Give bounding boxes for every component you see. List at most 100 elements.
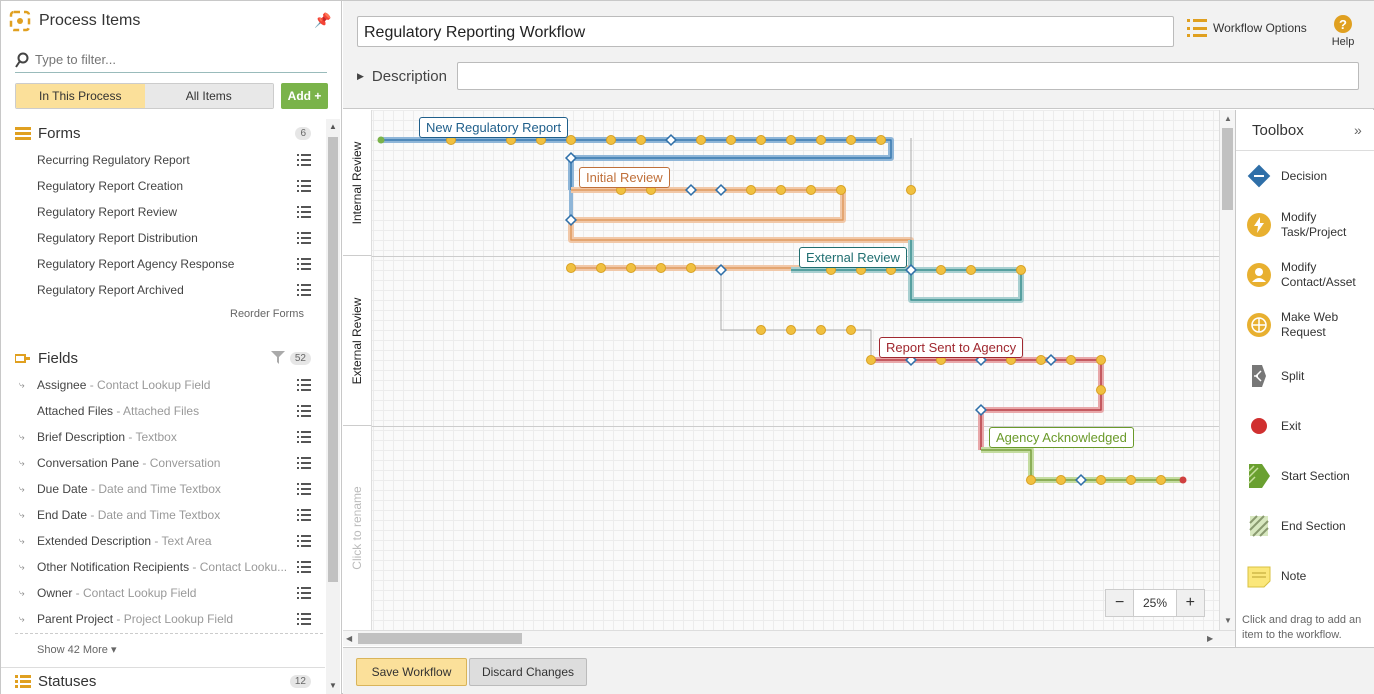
pin-icon[interactable]: 📌 <box>314 12 332 28</box>
action-node[interactable] <box>786 325 796 335</box>
action-node[interactable] <box>776 185 786 195</box>
action-node[interactable] <box>1096 385 1106 395</box>
action-node[interactable] <box>746 185 756 195</box>
details-list-icon[interactable] <box>297 232 311 244</box>
help-button[interactable]: ? Help <box>1325 15 1361 48</box>
tool-modify-task[interactable]: Modify Task/Project <box>1246 210 1374 240</box>
form-item[interactable]: Regulatory Report Review <box>17 201 311 223</box>
decision-node[interactable] <box>1044 353 1058 367</box>
action-node[interactable] <box>846 325 856 335</box>
forms-section-header[interactable]: Forms 6 <box>15 125 311 142</box>
details-list-icon[interactable] <box>297 509 311 521</box>
details-list-icon[interactable] <box>297 613 311 625</box>
action-node[interactable] <box>566 135 576 145</box>
form-item[interactable]: Regulatory Report Distribution <box>17 227 311 249</box>
decision-node[interactable] <box>714 263 728 277</box>
action-node[interactable] <box>756 325 766 335</box>
tool-note[interactable]: Note <box>1246 563 1374 589</box>
lane-external-review[interactable]: External Review <box>343 256 372 426</box>
field-item[interactable]: ⤷ Conversation Pane - Conversation <box>17 452 311 474</box>
statuses-section-header[interactable]: Statuses 12 <box>15 673 311 690</box>
action-node[interactable] <box>636 135 646 145</box>
action-node[interactable] <box>1036 355 1046 365</box>
tool-decision[interactable]: Decision <box>1246 163 1374 189</box>
workflow-options-button[interactable]: Workflow Options <box>1187 19 1307 37</box>
action-node[interactable] <box>846 135 856 145</box>
action-node[interactable] <box>566 263 576 273</box>
tool-split[interactable]: Split <box>1246 363 1374 389</box>
decision-node[interactable] <box>904 263 918 277</box>
filter-input[interactable] <box>35 52 315 67</box>
field-item[interactable]: ⤷ Extended Description - Text Area <box>17 530 311 552</box>
form-item[interactable]: Recurring Regulatory Report <box>17 149 311 171</box>
decision-node[interactable] <box>714 183 728 197</box>
scroll-left-icon[interactable]: ◀ <box>346 634 353 643</box>
details-list-icon[interactable] <box>297 483 311 495</box>
action-node[interactable] <box>1056 475 1066 485</box>
fields-section-header[interactable]: Fields 52 <box>15 350 311 367</box>
scroll-thumb[interactable] <box>328 137 338 582</box>
action-node[interactable] <box>1096 355 1106 365</box>
details-list-icon[interactable] <box>297 379 311 391</box>
section-label-report-sent-to-agency[interactable]: Report Sent to Agency <box>879 337 1024 358</box>
left-scrollbar[interactable]: ▲ ▼ <box>326 119 340 694</box>
action-node[interactable] <box>806 185 816 195</box>
details-list-icon[interactable] <box>297 457 311 469</box>
details-list-icon[interactable] <box>297 431 311 443</box>
description-toggle[interactable]: ▶ Description <box>357 68 447 85</box>
action-node[interactable] <box>1016 265 1026 275</box>
scroll-down-icon[interactable]: ▼ <box>329 681 337 690</box>
action-node[interactable] <box>816 325 826 335</box>
action-node[interactable] <box>656 263 666 273</box>
action-node[interactable] <box>1066 355 1076 365</box>
flow-nodes[interactable] <box>446 133 1166 487</box>
field-item[interactable]: ⤷ Parent Project - Project Lookup Field <box>17 608 311 630</box>
filter-icon[interactable] <box>271 351 285 367</box>
section-label-initial-review[interactable]: Initial Review <box>579 167 670 188</box>
scroll-thumb[interactable] <box>1222 128 1233 210</box>
field-item[interactable]: ⤷ Owner - Contact Lookup Field <box>17 582 311 604</box>
canvas-horizontal-scrollbar[interactable]: ◀ ▶ <box>343 630 1235 646</box>
decision-node[interactable] <box>974 403 988 417</box>
field-item[interactable]: ⤷ Assignee - Contact Lookup Field <box>17 374 311 396</box>
decision-node[interactable] <box>684 183 698 197</box>
action-node[interactable] <box>816 135 826 145</box>
description-input[interactable] <box>457 62 1359 90</box>
decision-node[interactable] <box>564 213 578 227</box>
lane-new[interactable]: Click to rename <box>343 426 372 630</box>
discard-changes-button[interactable]: Discard Changes <box>469 658 587 686</box>
action-node[interactable] <box>1126 475 1136 485</box>
section-label-new-regulatory-report[interactable]: New Regulatory Report <box>419 117 569 138</box>
action-node[interactable] <box>696 135 706 145</box>
field-item[interactable]: ⤷ Other Notification Recipients - Contact… <box>17 556 311 578</box>
canvas-vertical-scrollbar[interactable]: ▲ ▼ <box>1219 110 1235 630</box>
section-label-external-review[interactable]: External Review <box>799 247 907 268</box>
scroll-right-icon[interactable]: ▶ <box>1207 634 1214 643</box>
details-list-icon[interactable] <box>297 284 311 296</box>
action-node[interactable] <box>626 263 636 273</box>
action-node[interactable] <box>596 263 606 273</box>
action-node[interactable] <box>1096 475 1106 485</box>
action-node[interactable] <box>756 135 766 145</box>
save-workflow-button[interactable]: Save Workflow <box>356 658 467 686</box>
lane-internal-review[interactable]: Internal Review <box>343 110 372 256</box>
section-label-agency-acknowledged[interactable]: Agency Acknowledged <box>989 427 1134 448</box>
decision-node[interactable] <box>664 133 678 147</box>
scroll-thumb[interactable] <box>358 633 522 644</box>
tool-modify-contact[interactable]: Modify Contact/Asset <box>1246 260 1374 290</box>
scroll-up-icon[interactable]: ▲ <box>1224 114 1232 123</box>
details-list-icon[interactable] <box>297 154 311 166</box>
details-list-icon[interactable] <box>297 180 311 192</box>
action-node[interactable] <box>906 185 916 195</box>
form-item[interactable]: Regulatory Report Agency Response <box>17 253 311 275</box>
action-node[interactable] <box>686 263 696 273</box>
tool-end-section[interactable]: End Section <box>1246 513 1374 539</box>
field-item[interactable]: ⤷ End Date - Date and Time Textbox <box>17 504 311 526</box>
tab-all-items[interactable]: All Items <box>144 84 273 108</box>
form-item[interactable]: Regulatory Report Creation <box>17 175 311 197</box>
show-more-link[interactable]: Show 42 More ▾ <box>37 643 117 656</box>
action-node[interactable] <box>866 355 876 365</box>
action-node[interactable] <box>836 185 846 195</box>
details-list-icon[interactable] <box>297 206 311 218</box>
scroll-up-icon[interactable]: ▲ <box>329 122 337 131</box>
